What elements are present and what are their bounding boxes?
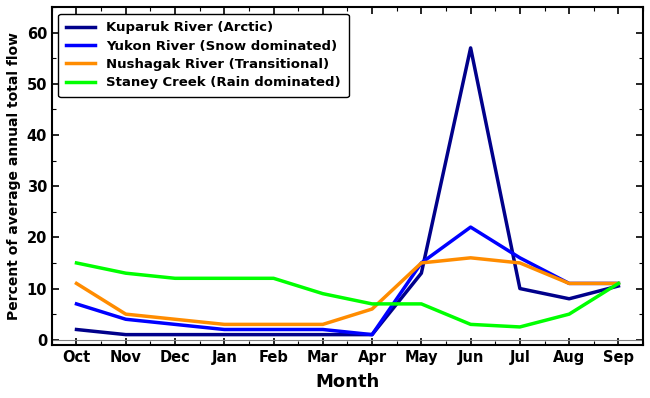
Staney Creek (Rain dominated) [220, 276, 228, 281]
Kuparuk River (Arctic) [417, 271, 425, 275]
Nushagak River (Transitional) [614, 281, 622, 286]
Staney Creek (Rain dominated) [368, 302, 376, 306]
Nushagak River (Transitional) [368, 306, 376, 311]
Yukon River (Snow dominated) [614, 281, 622, 286]
Nushagak River (Transitional) [566, 281, 573, 286]
Line: Kuparuk River (Arctic): Kuparuk River (Arctic) [77, 48, 618, 335]
Kuparuk River (Arctic) [368, 332, 376, 337]
Nushagak River (Transitional) [417, 261, 425, 265]
Kuparuk River (Arctic) [467, 45, 474, 50]
Staney Creek (Rain dominated) [270, 276, 278, 281]
Legend: Kuparuk River (Arctic), Yukon River (Snow dominated), Nushagak River (Transition: Kuparuk River (Arctic), Yukon River (Sno… [58, 14, 348, 97]
Staney Creek (Rain dominated) [122, 271, 129, 275]
Nushagak River (Transitional) [319, 322, 327, 327]
Line: Nushagak River (Transitional): Nushagak River (Transitional) [77, 258, 618, 324]
Kuparuk River (Arctic) [319, 332, 327, 337]
X-axis label: Month: Month [315, 373, 380, 391]
Kuparuk River (Arctic) [73, 327, 81, 332]
Kuparuk River (Arctic) [566, 297, 573, 301]
Nushagak River (Transitional) [122, 312, 129, 316]
Nushagak River (Transitional) [220, 322, 228, 327]
Staney Creek (Rain dominated) [171, 276, 179, 281]
Staney Creek (Rain dominated) [417, 302, 425, 306]
Kuparuk River (Arctic) [171, 332, 179, 337]
Kuparuk River (Arctic) [614, 284, 622, 289]
Line: Staney Creek (Rain dominated): Staney Creek (Rain dominated) [77, 263, 618, 327]
Kuparuk River (Arctic) [122, 332, 129, 337]
Line: Yukon River (Snow dominated): Yukon River (Snow dominated) [77, 227, 618, 335]
Yukon River (Snow dominated) [270, 327, 278, 332]
Nushagak River (Transitional) [73, 281, 81, 286]
Yukon River (Snow dominated) [122, 317, 129, 322]
Nushagak River (Transitional) [516, 261, 524, 265]
Kuparuk River (Arctic) [220, 332, 228, 337]
Kuparuk River (Arctic) [516, 286, 524, 291]
Staney Creek (Rain dominated) [467, 322, 474, 327]
Staney Creek (Rain dominated) [73, 261, 81, 265]
Staney Creek (Rain dominated) [319, 291, 327, 296]
Staney Creek (Rain dominated) [566, 312, 573, 316]
Yukon River (Snow dominated) [467, 225, 474, 230]
Nushagak River (Transitional) [467, 256, 474, 260]
Nushagak River (Transitional) [171, 317, 179, 322]
Yukon River (Snow dominated) [516, 256, 524, 260]
Staney Creek (Rain dominated) [614, 281, 622, 286]
Yukon River (Snow dominated) [368, 332, 376, 337]
Yukon River (Snow dominated) [171, 322, 179, 327]
Yukon River (Snow dominated) [566, 281, 573, 286]
Yukon River (Snow dominated) [73, 302, 81, 306]
Yukon River (Snow dominated) [417, 261, 425, 265]
Staney Creek (Rain dominated) [516, 324, 524, 329]
Yukon River (Snow dominated) [220, 327, 228, 332]
Kuparuk River (Arctic) [270, 332, 278, 337]
Y-axis label: Percent of average annual total flow: Percent of average annual total flow [7, 32, 21, 320]
Yukon River (Snow dominated) [319, 327, 327, 332]
Nushagak River (Transitional) [270, 322, 278, 327]
